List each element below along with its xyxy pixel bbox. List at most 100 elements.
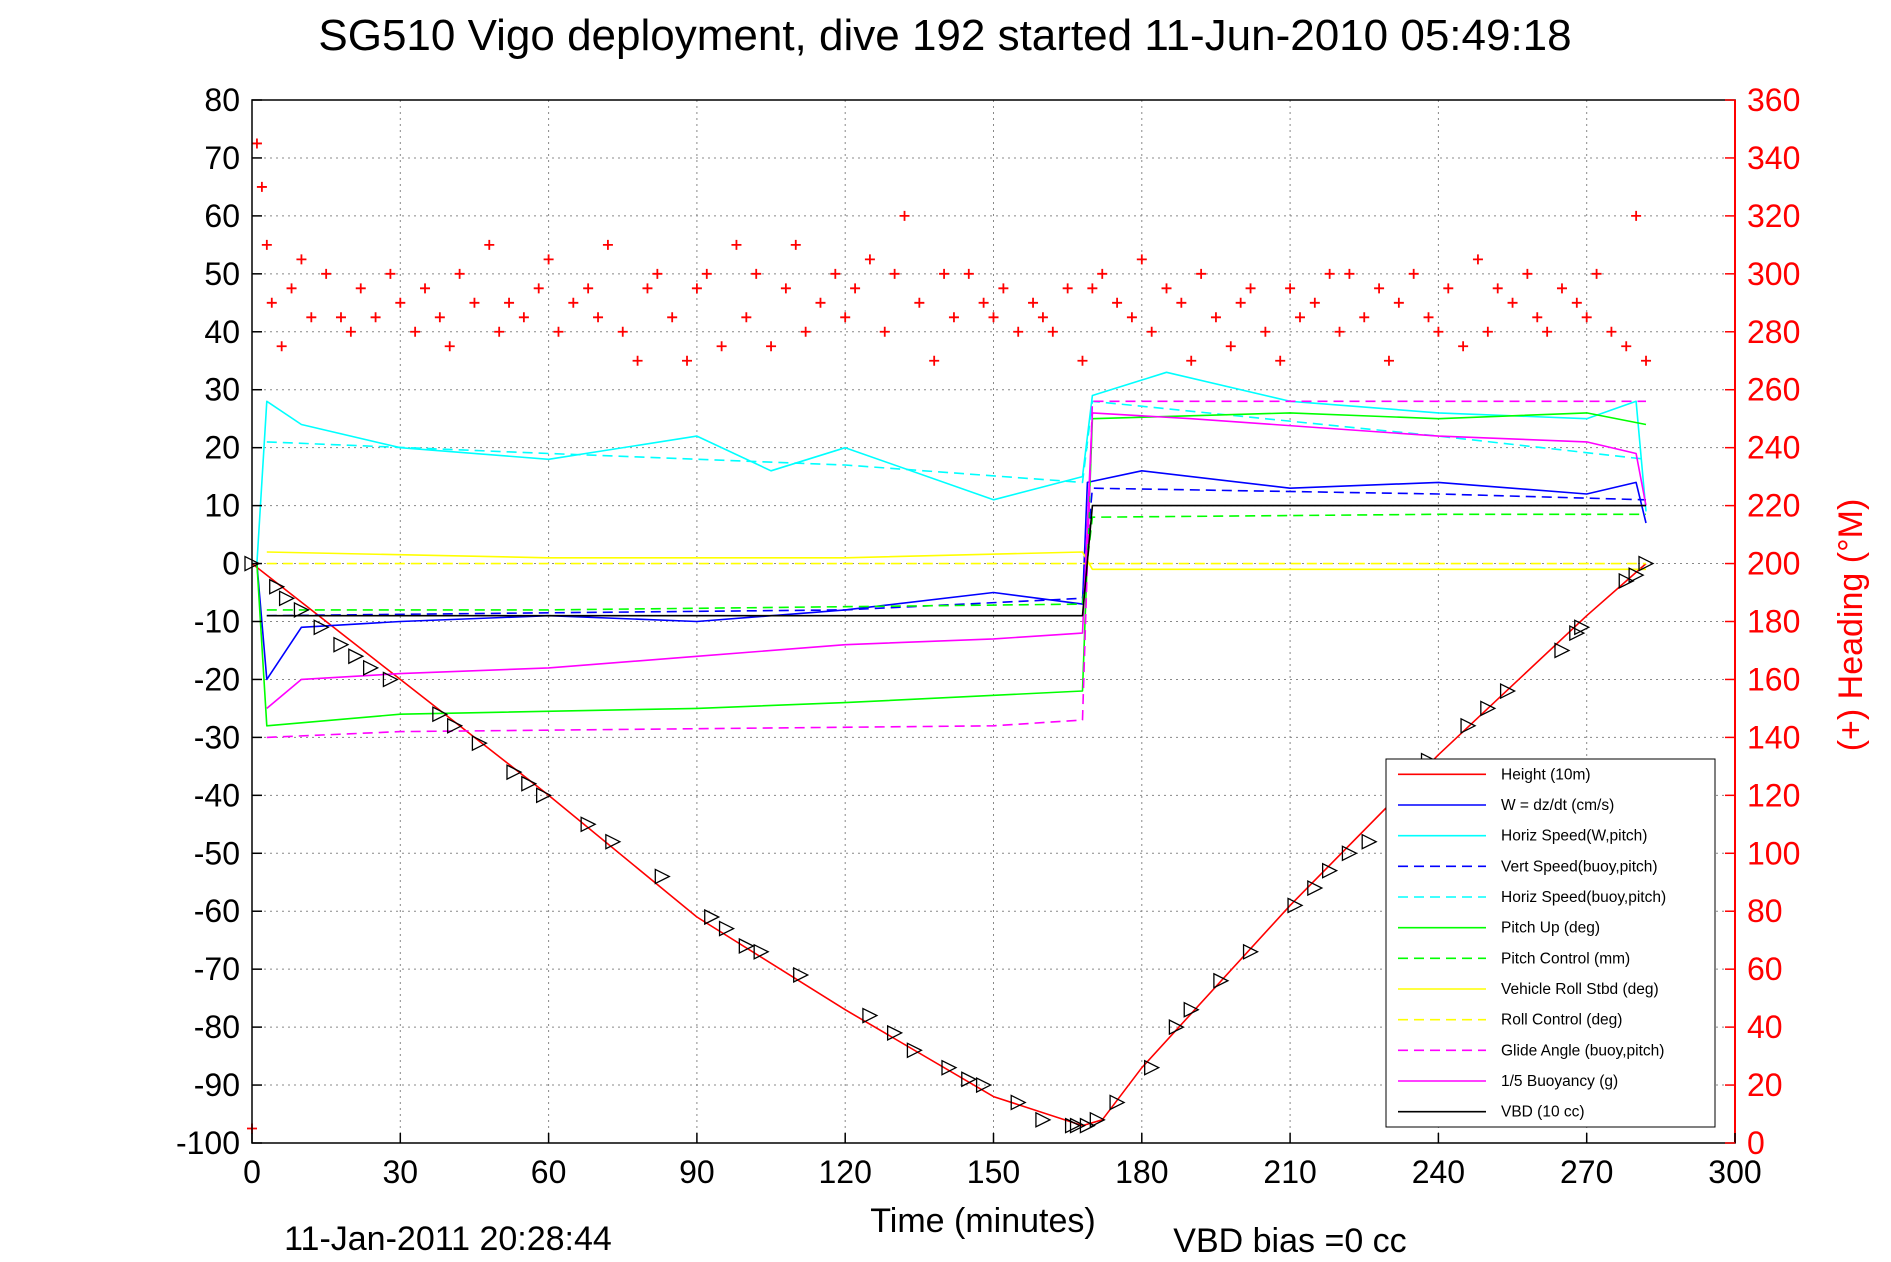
- heading-point: [682, 355, 693, 366]
- vbd-marker: [432, 706, 449, 723]
- heading-point: [469, 297, 480, 308]
- vbd-marker: [362, 659, 380, 676]
- heading-point: [494, 326, 505, 337]
- series-line: [266, 513, 1646, 611]
- legend-entry: Horiz Speed(buoy,pitch): [1501, 889, 1666, 906]
- heading-point: [1507, 297, 1518, 308]
- heading-point: [1556, 283, 1567, 294]
- legend-entry: Vert Speed(buoy,pitch): [1501, 858, 1658, 875]
- heading-point: [879, 326, 890, 337]
- series-line: [266, 400, 1647, 484]
- vbd-marker: [1574, 619, 1591, 636]
- vbd-marker: [1109, 1094, 1126, 1111]
- heading-point: [261, 239, 272, 250]
- heading-point: [1393, 297, 1404, 308]
- vbd-marker: [1069, 1117, 1086, 1134]
- y-tick-label: -30: [194, 719, 240, 755]
- heading-point: [1235, 297, 1246, 308]
- y2-tick-label: 220: [1747, 488, 1800, 524]
- vbd-marker: [1554, 642, 1571, 659]
- heading-point: [1087, 283, 1098, 294]
- vbd-marker: [521, 775, 538, 792]
- vbd-marker: [1079, 1117, 1096, 1134]
- vbd-marker: [704, 908, 721, 926]
- vbd-marker: [1010, 1094, 1027, 1111]
- heading-point: [1047, 326, 1058, 337]
- y-tick-label: 20: [204, 430, 240, 466]
- vbd-marker: [1618, 572, 1635, 589]
- y2-tick-label: 280: [1747, 314, 1800, 350]
- heading-point: [484, 239, 495, 250]
- heading-point: [840, 312, 851, 323]
- vbd-marker: [278, 590, 296, 607]
- heading-point: [780, 283, 791, 294]
- heading-point: [632, 355, 643, 366]
- vbd-marker: [536, 787, 553, 804]
- heading-point: [1532, 312, 1543, 323]
- y-tick-label: 80: [204, 82, 240, 118]
- vbd-marker: [1183, 1001, 1200, 1018]
- vbd-markers: [244, 555, 1655, 1134]
- y-tick-label: 30: [204, 372, 240, 408]
- heading-point: [1112, 297, 1123, 308]
- vbd-marker: [1499, 682, 1517, 700]
- y-tick-label: -80: [194, 1009, 240, 1045]
- heading-point: [864, 254, 875, 265]
- heading-point: [306, 312, 317, 323]
- y2-tick-label: 40: [1747, 1009, 1783, 1045]
- x-tick-label: 150: [967, 1154, 1020, 1190]
- legend: Height (10m) W = dz/dt (cm/s) Horiz Speed(…: [1385, 758, 1716, 1128]
- heading-point: [1136, 254, 1147, 265]
- heading-point: [345, 326, 356, 337]
- heading-point: [1621, 341, 1632, 352]
- heading-point: [568, 297, 579, 308]
- heading-point: [1294, 312, 1305, 323]
- vbd-marker: [906, 1042, 923, 1059]
- x-tick-label: 300: [1708, 1154, 1761, 1190]
- vbd-marker: [1322, 862, 1339, 879]
- y2-tick-label: 180: [1747, 604, 1800, 640]
- heading-point: [800, 326, 811, 337]
- vbd-marker: [348, 648, 365, 665]
- heading-point: [642, 283, 653, 294]
- legend-entry: Pitch Up (deg): [1501, 920, 1600, 937]
- heading-point: [410, 326, 421, 337]
- heading-point: [1062, 283, 1073, 294]
- heading-point: [691, 283, 702, 294]
- vbd-marker: [975, 1077, 993, 1094]
- heading-point: [286, 283, 297, 294]
- y2-tick-label: 240: [1747, 430, 1800, 466]
- heading-point: [355, 283, 366, 294]
- heading-point: [741, 312, 752, 323]
- vbd-marker: [1460, 717, 1477, 734]
- heading-point: [751, 268, 762, 279]
- heading-point: [790, 239, 801, 250]
- heading-point: [1245, 283, 1256, 294]
- y-tick-label: -90: [194, 1067, 240, 1103]
- heading-point: [543, 254, 554, 265]
- series-line: [266, 504, 1646, 617]
- heading-point: [504, 297, 515, 308]
- heading-point: [1176, 297, 1187, 308]
- x-tick-label: 90: [679, 1154, 715, 1190]
- x-axis: 0 30 60 90 120 150 180 210 240 270 300: [243, 1133, 1762, 1190]
- heading-point: [815, 297, 826, 308]
- heading-point: [1097, 268, 1108, 279]
- y2-axis: 3603403203002802602402202001801601401201…: [1725, 82, 1800, 1161]
- heading-point: [899, 210, 910, 221]
- y2-axis-label: (+) Heading (°M): [1832, 499, 1870, 752]
- y-tick-label: -70: [194, 951, 240, 987]
- heading-point: [583, 283, 594, 294]
- heading-point: [518, 312, 529, 323]
- heading-point: [1606, 326, 1617, 337]
- heading-point: [296, 254, 307, 265]
- vbd-marker: [313, 619, 330, 636]
- legend-entry: W = dz/dt (cm/s): [1501, 797, 1614, 814]
- legend-entry: VBD (10 cc): [1501, 1104, 1585, 1121]
- vbd-bias-label: VBD bias =0 cc: [1173, 1222, 1406, 1260]
- heading-point: [889, 268, 900, 279]
- vbd-marker: [738, 937, 755, 955]
- heading-point: [444, 341, 455, 352]
- series-line: [266, 551, 1646, 571]
- series-line: [256, 371, 1647, 564]
